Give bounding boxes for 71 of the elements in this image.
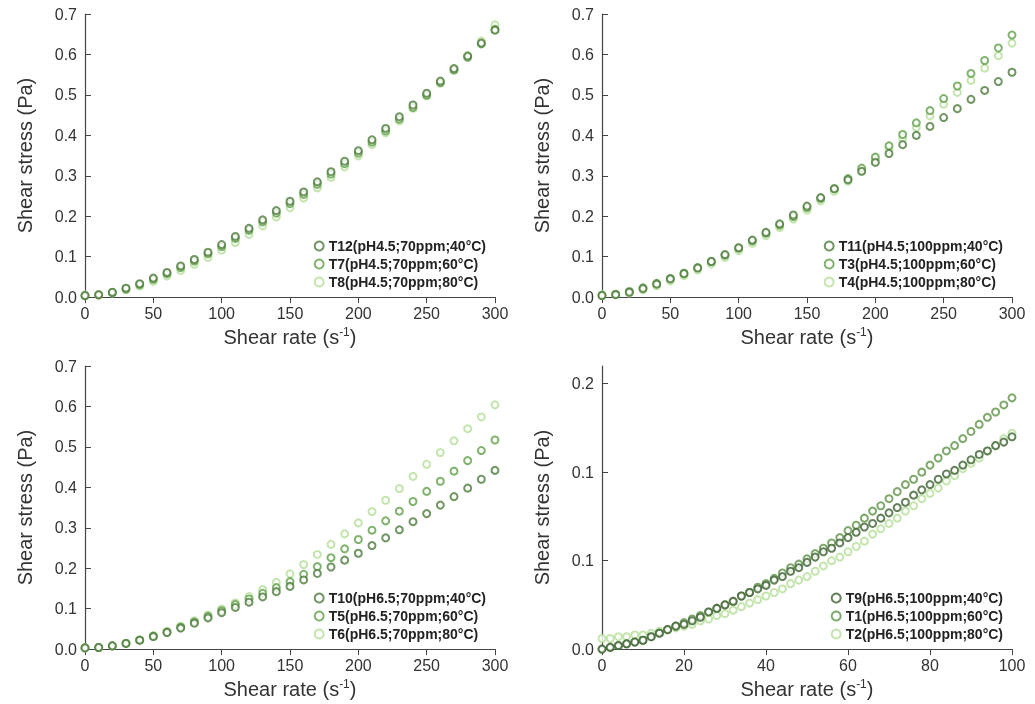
y-tick-label: 0.2 <box>571 207 595 225</box>
x-tick-label: 50 <box>144 656 163 674</box>
x-tick-label: 100 <box>208 656 236 674</box>
y-tick-label: 0.2 <box>54 559 78 577</box>
x-tick-label: 80 <box>921 656 939 674</box>
x-tick-label: 100 <box>725 304 753 322</box>
y-axis-title: Shear stress (Pa) <box>531 77 553 234</box>
y-tick-label: 0.3 <box>54 519 78 537</box>
x-tick-label: 150 <box>793 304 821 322</box>
legend-label: T8(pH4.5;70ppm;80°C) <box>328 274 479 290</box>
y-tick-label: 0.1 <box>571 552 595 570</box>
x-tick-label: 0 <box>80 656 90 674</box>
x-tick-label: 300 <box>998 304 1026 322</box>
x-tick-label: 40 <box>757 656 775 674</box>
y-tick-label: 0.6 <box>54 45 78 63</box>
x-tick-label: 300 <box>481 304 509 322</box>
legend-label: T12(pH4.5;70ppm;40°C) <box>328 238 487 254</box>
x-tick-label: 100 <box>208 304 236 322</box>
y-axis-title: Shear stress (Pa) <box>14 429 36 586</box>
legend-label: T3(pH4.5;100ppm;60°C) <box>838 256 996 272</box>
legend-label: T9(pH6.5;100ppm;40°C) <box>845 590 1004 606</box>
y-axis-title: Shear stress (Pa) <box>531 429 553 586</box>
x-tick-label: 50 <box>144 304 163 322</box>
y-tick-label: 0.3 <box>571 167 595 185</box>
y-tick-label: 0.1 <box>54 600 78 618</box>
x-tick-label: 0 <box>80 304 90 322</box>
legend-label: T7(pH4.5;70ppm;60°C) <box>328 256 479 272</box>
x-tick-label: 200 <box>344 304 372 322</box>
y-axis-title: Shear stress (Pa) <box>14 77 36 234</box>
y-tick-label: 0.4 <box>571 126 595 144</box>
x-tick-label: 250 <box>413 656 441 674</box>
legend-label: T6(pH6.5;70ppm;80°C) <box>328 626 479 642</box>
y-tick-label: 0.5 <box>54 438 78 456</box>
x-tick-label: 100 <box>998 656 1026 674</box>
x-tick-label: 150 <box>276 304 304 322</box>
y-tick-label: 0.0 <box>571 640 595 658</box>
legend-label: T4(pH4.5;100ppm;80°C) <box>838 274 996 290</box>
y-tick-label: 0.0 <box>54 288 78 306</box>
y-tick-label: 0.7 <box>54 357 78 375</box>
x-tick-label: 200 <box>861 304 889 322</box>
y-tick-label: 0.6 <box>571 45 595 63</box>
y-tick-label: 0.1 <box>571 248 595 266</box>
x-tick-label: 0 <box>597 304 607 322</box>
x-tick-label: 250 <box>413 304 441 322</box>
x-tick-label: 300 <box>481 656 509 674</box>
y-tick-label: 0.4 <box>54 478 78 496</box>
y-tick-label: 0.0 <box>571 288 595 306</box>
x-tick-label: 60 <box>839 656 857 674</box>
x-tick-label: 150 <box>276 656 304 674</box>
y-tick-label: 0.6 <box>54 397 78 415</box>
x-tick-label: 250 <box>930 304 958 322</box>
x-tick-label: 50 <box>661 304 680 322</box>
x-tick-label: 0 <box>597 656 607 674</box>
y-tick-label: 0.5 <box>54 86 78 104</box>
legend-label: T11(pH4.5;100ppm;40°C) <box>838 238 1004 254</box>
y-tick-label: 0.4 <box>54 126 78 144</box>
y-tick-label: 0.5 <box>571 86 595 104</box>
legend-label: T2(pH6.5;100ppm;80°C) <box>845 626 1004 642</box>
legend-label: T5(pH6.5;70ppm;60°C) <box>328 608 479 624</box>
y-tick-label: 0.2 <box>54 207 78 225</box>
y-tick-label: 0.1 <box>54 248 78 266</box>
y-tick-label: 0.0 <box>54 640 78 658</box>
y-tick-label: 0.7 <box>571 5 595 23</box>
y-tick-label: 0.7 <box>54 5 78 23</box>
y-tick-label: 0.1 <box>571 463 595 481</box>
legend-label: T10(pH6.5;70ppm;40°C) <box>328 590 487 606</box>
y-tick-label: 0.3 <box>54 167 78 185</box>
legend-label: T1(pH6.5;100ppm;60°C) <box>845 608 1004 624</box>
x-tick-label: 200 <box>344 656 372 674</box>
y-tick-label: 0.2 <box>571 375 595 393</box>
x-tick-label: 20 <box>675 656 693 674</box>
